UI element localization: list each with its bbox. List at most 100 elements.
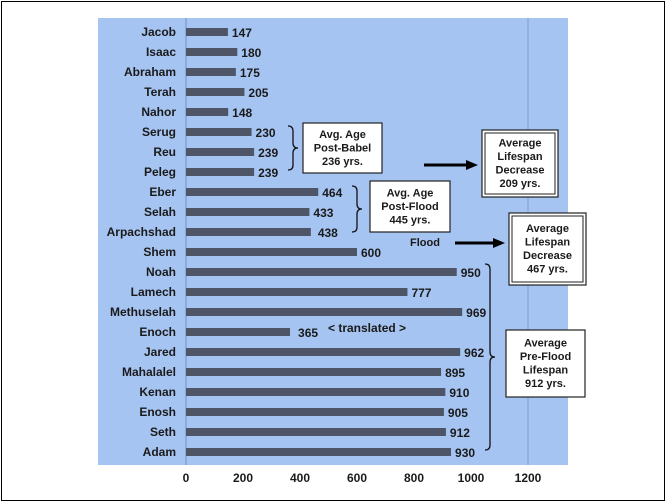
x-tick-200: 200 xyxy=(233,471,253,485)
annotation-decrease-mid-line-1: Average xyxy=(526,223,569,235)
brace-post-babel xyxy=(287,125,299,171)
bar-peleg xyxy=(186,168,255,176)
bar-shem xyxy=(186,248,357,256)
x-tick-600: 600 xyxy=(347,471,367,485)
category-label-jared: Jared xyxy=(144,345,176,359)
category-label-isaac: Isaac xyxy=(146,45,176,59)
annotation-pre-flood-line-3: Lifespan xyxy=(523,365,569,377)
annotation-decrease-mid-border xyxy=(508,212,587,286)
category-label-seth: Seth xyxy=(150,425,176,439)
annotation-decrease-top-line-2: Lifespan xyxy=(497,151,543,163)
bar-jared xyxy=(186,348,461,356)
x-tick-400: 400 xyxy=(290,471,310,485)
value-label-nahor: 148 xyxy=(232,106,252,120)
value-label-serug: 230 xyxy=(256,126,276,140)
annotation-pre-flood-line-1: Average xyxy=(524,338,567,350)
bar-abraham xyxy=(186,68,236,76)
value-label-peleg: 239 xyxy=(258,166,278,180)
category-label-mahalalel: Mahalalel xyxy=(122,365,176,379)
category-label-noah: Noah xyxy=(146,265,176,279)
annotation-decrease-top-line-3: Decrease xyxy=(496,165,545,177)
annotation-post-flood-line-1: Avg. Age xyxy=(387,187,434,199)
bar-terah xyxy=(186,88,245,96)
category-label-nahor: Nahor xyxy=(141,105,176,119)
annotation-post-flood-line-2: Post-Flood xyxy=(381,201,438,213)
annotation-pre-flood-line-4: 912 yrs. xyxy=(525,378,566,390)
annotation-post-babel-line-2: Post-Babel xyxy=(314,142,371,154)
category-label-terah: Terah xyxy=(144,85,176,99)
bar-selah xyxy=(186,208,310,216)
annotation-pre-flood-line-2: Pre-Flood xyxy=(520,351,571,363)
value-label-shem: 600 xyxy=(361,246,381,260)
arrow-flood xyxy=(455,238,505,248)
annotation-decrease-top-border xyxy=(481,129,559,198)
category-label-serug: Serug xyxy=(142,125,176,139)
value-label-seth: 912 xyxy=(450,426,470,440)
category-label-lamech: Lamech xyxy=(131,285,176,299)
annotation-decrease-top-line-1: Average xyxy=(498,138,541,150)
annotation-post-babel-line-3: 236 yrs. xyxy=(322,156,363,168)
bar-adam xyxy=(186,448,452,456)
x-tick-800: 800 xyxy=(404,471,424,485)
annotation-pre-flood-border xyxy=(505,329,586,398)
category-label-enosh: Enosh xyxy=(139,405,176,419)
bar-arpachshad xyxy=(186,228,311,236)
category-label-enoch: Enoch xyxy=(139,325,176,339)
value-label-lamech: 777 xyxy=(411,286,431,300)
value-label-kenan: 910 xyxy=(449,386,469,400)
annotation-post-babel-border xyxy=(302,122,383,174)
annotation-decrease-mid-line-4: 467 yrs. xyxy=(527,264,568,276)
x-tick-1000: 1000 xyxy=(458,471,485,485)
annotation-decrease-top-line-4: 209 yrs. xyxy=(500,178,541,190)
brace-pre-flood xyxy=(484,263,496,451)
value-label-terah: 205 xyxy=(248,86,268,100)
value-label-jared: 962 xyxy=(464,346,484,360)
bar-mahalalel xyxy=(186,368,442,376)
category-label-eber: Eber xyxy=(149,185,176,199)
annotation-post-babel-line-1: Avg. Age xyxy=(319,129,366,141)
arrow-decrease-top-head xyxy=(466,160,478,170)
bar-noah xyxy=(186,268,457,276)
value-label-arpachshad: 438 xyxy=(318,226,338,240)
value-label-mahalalel: 895 xyxy=(445,366,465,380)
bar-enosh xyxy=(186,408,444,416)
annotation-decrease-mid-line-3: Decrease xyxy=(523,250,572,262)
category-label-adam: Adam xyxy=(143,445,176,459)
bar-serug xyxy=(186,128,252,136)
flood-label: Flood xyxy=(410,237,440,249)
value-label-methuselah: 969 xyxy=(466,306,486,320)
category-label-selah: Selah xyxy=(144,205,176,219)
category-label-arpachshad: Arpachshad xyxy=(107,225,176,239)
translated-label: < translated > xyxy=(328,321,406,335)
x-tick-1200: 1200 xyxy=(515,471,542,485)
bar-eber xyxy=(186,188,319,196)
bar-jacob xyxy=(186,28,228,36)
value-label-abraham: 175 xyxy=(240,66,260,80)
bar-nahor xyxy=(186,108,229,116)
category-label-peleg: Peleg xyxy=(144,165,176,179)
x-tick-0: 0 xyxy=(183,471,190,485)
value-label-eber: 464 xyxy=(322,186,342,200)
bar-isaac xyxy=(186,48,238,56)
category-label-jacob: Jacob xyxy=(141,25,176,39)
category-label-abraham: Abraham xyxy=(124,65,176,79)
annotation-decrease-top-inner-border xyxy=(484,132,556,195)
arrow-flood-head xyxy=(493,238,505,248)
bar-seth xyxy=(186,428,446,436)
brace-post-flood xyxy=(351,185,363,233)
value-label-noah: 950 xyxy=(461,266,481,280)
annotation-post-flood-line-3: 445 yrs. xyxy=(390,214,431,226)
value-label-selah: 433 xyxy=(313,206,333,220)
category-label-shem: Shem xyxy=(143,245,176,259)
category-label-methuselah: Methuselah xyxy=(110,305,176,319)
value-label-reu: 239 xyxy=(258,146,278,160)
bar-kenan xyxy=(186,388,446,396)
value-label-enosh: 905 xyxy=(448,406,468,420)
